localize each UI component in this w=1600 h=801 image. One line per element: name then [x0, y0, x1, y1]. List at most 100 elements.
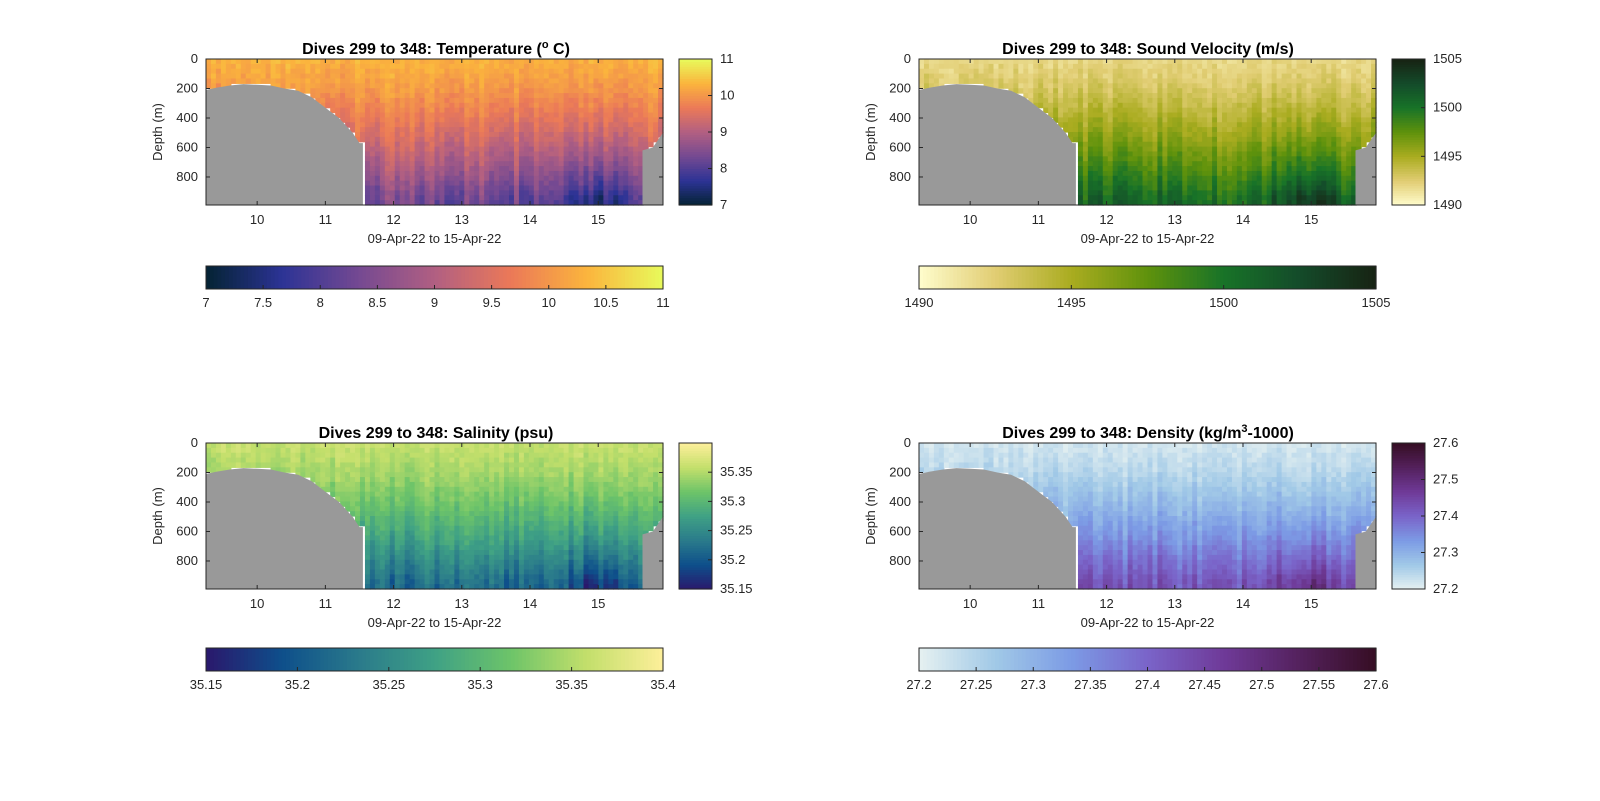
heatmap-cell: [548, 200, 555, 206]
heatmap-cell: [1291, 175, 1298, 182]
heatmap-cell: [404, 102, 411, 109]
heatmap-cell: [429, 73, 436, 80]
heatmap-cell: [364, 93, 371, 99]
heatmap-cell: [513, 132, 520, 138]
heatmap-cell: [374, 190, 381, 196]
heatmap-cell: [1087, 112, 1094, 118]
heatmap-cell: [484, 146, 490, 153]
heatmap-cell: [384, 452, 391, 459]
heatmap-cell: [633, 156, 639, 162]
heatmap-cell: [379, 584, 386, 590]
heatmap-cell: [369, 175, 376, 182]
heatmap-cell: [359, 506, 366, 512]
heatmap-cell: [1162, 73, 1168, 80]
heatmap-cell: [573, 127, 580, 133]
heatmap-cell: [648, 122, 654, 128]
heatmap-cell: [504, 117, 510, 123]
heatmap-cell: [364, 491, 371, 498]
heatmap-cell: [528, 93, 535, 99]
heatmap-cell: [1072, 122, 1079, 128]
heatmap-cell: [345, 477, 351, 483]
heatmap-cell: [434, 97, 441, 104]
heatmap-cell: [1102, 73, 1109, 80]
heatmap-cell: [1053, 83, 1059, 89]
heatmap-cell: [1077, 117, 1084, 123]
heatmap-cell: [638, 141, 644, 148]
heatmap-cell: [1212, 78, 1218, 84]
colorbar-swatch: [987, 266, 992, 289]
heatmap-cell: [598, 141, 604, 148]
heatmap-cell: [1162, 83, 1168, 89]
colorbar-swatch: [324, 266, 329, 289]
heatmap-cell: [389, 93, 396, 99]
heatmap-cell: [369, 185, 376, 191]
heatmap-cell: [1112, 127, 1119, 133]
heatmap-cell: [1346, 180, 1352, 187]
heatmap-cell: [1092, 141, 1099, 148]
heatmap-cell: [474, 83, 480, 89]
heatmap-cell: [409, 68, 416, 75]
heatmap-cell: [1147, 200, 1154, 206]
heatmap-cell: [1142, 175, 1149, 182]
heatmap-cell: [568, 146, 575, 153]
heatmap-cell: [1177, 185, 1183, 191]
heatmap-cell: [603, 112, 609, 118]
heatmap-cell: [345, 447, 351, 454]
heatmap-cell: [474, 175, 480, 182]
heatmap-cell: [1092, 127, 1099, 133]
heatmap-cell: [1043, 63, 1049, 70]
colorbar-swatch: [209, 266, 215, 289]
heatmap-cell: [603, 117, 609, 123]
heatmap-cell: [1142, 107, 1149, 114]
heatmap-cell: [504, 112, 510, 118]
heatmap-cell: [389, 63, 396, 70]
heatmap-cell: [548, 102, 555, 109]
heatmap-cell: [593, 141, 600, 148]
heatmap-cell: [409, 166, 416, 172]
heatmap-cell: [1167, 200, 1173, 206]
heatmap-cell: [563, 112, 570, 118]
heatmap-cell: [583, 156, 590, 162]
heatmap-cell: [1366, 73, 1372, 80]
heatmap-cell: [484, 185, 490, 191]
colorbar-swatch: [586, 266, 592, 289]
heatmap-cell: [464, 102, 470, 109]
heatmap-cell: [1197, 136, 1203, 143]
heatmap-cell: [1142, 83, 1149, 89]
heatmap-cell: [1182, 156, 1188, 162]
heatmap-cell: [409, 185, 416, 191]
heatmap-cell: [1306, 59, 1313, 65]
heatmap-cell: [588, 190, 595, 196]
colorbar-swatch: [922, 266, 928, 289]
heatmap-cell: [1167, 93, 1173, 99]
heatmap-cell: [1043, 97, 1049, 104]
heatmap-cell: [1321, 127, 1327, 133]
heatmap-cell: [300, 59, 306, 65]
heatmap-cell: [1226, 175, 1233, 182]
heatmap-cell: [1072, 107, 1079, 114]
heatmap-cell: [588, 93, 595, 99]
heatmap-cell: [573, 83, 580, 89]
heatmap-cell: [1361, 68, 1367, 75]
colorbar-swatch: [1341, 266, 1347, 289]
heatmap-cell: [240, 447, 247, 454]
heatmap-cell: [1087, 127, 1094, 133]
heatmap-cell: [394, 175, 401, 182]
heatmap-cell: [424, 127, 431, 133]
heatmap-cell: [538, 180, 545, 187]
heatmap-cell: [638, 156, 644, 162]
heatmap-cell: [1142, 88, 1149, 94]
heatmap-cell: [504, 195, 510, 201]
heatmap-cell: [1306, 161, 1313, 167]
heatmap-cell: [1266, 93, 1273, 99]
heatmap-cell: [583, 161, 590, 167]
colorbar-swatch: [1235, 266, 1240, 289]
heatmap-cell: [1207, 63, 1213, 70]
heatmap-cell: [523, 102, 530, 109]
heatmap-cell: [335, 83, 341, 89]
heatmap-cell: [300, 78, 306, 84]
heatmap-cell: [1112, 117, 1119, 123]
heatmap-cell: [613, 166, 619, 172]
heatmap-cell: [1077, 93, 1084, 99]
heatmap-cell: [206, 78, 212, 84]
